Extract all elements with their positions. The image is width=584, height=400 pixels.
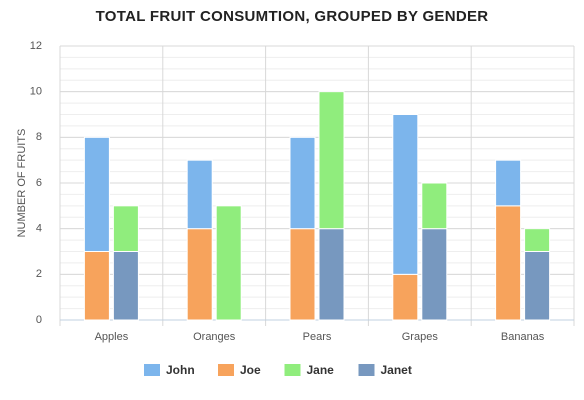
bar [186,228,213,321]
bar [83,251,110,321]
bar [524,228,551,253]
y-tick-label: 4 [36,223,42,235]
y-tick-label: 6 [36,177,42,189]
bar [215,205,242,321]
x-tick-label: Oranges [193,331,236,343]
x-tick-label: Bananas [501,331,545,343]
y-tick-label: 12 [30,40,42,52]
bar [421,228,448,321]
bar [318,91,345,230]
x-tick-label: Grapes [402,331,439,343]
legend-swatch[interactable] [218,364,234,376]
x-tick-label: Apples [95,331,129,343]
y-axis-label: NUMBER OF FRUITS [16,129,28,238]
legend-swatch[interactable] [284,364,301,376]
bar [421,182,448,230]
chart-title: TOTAL FRUIT CONSUMTION, GROUPED BY GENDE… [96,8,489,25]
bar [495,205,522,321]
legend-text[interactable]: Joe [240,363,261,377]
bar [495,159,522,207]
legend-swatch[interactable] [144,364,160,376]
bar [524,251,551,321]
y-tick-label: 2 [36,268,42,280]
legend-text[interactable]: Jane [307,363,335,377]
y-tick-label: 10 [30,86,42,98]
legend-text[interactable]: John [166,363,195,377]
bar [186,159,213,230]
bar [318,228,345,321]
legend-swatch[interactable] [358,364,375,376]
y-tick-label: 0 [36,314,42,326]
bar [83,136,110,252]
y-tick-label: 8 [36,131,42,143]
x-tick-label: Pears [303,331,332,343]
bar [392,273,419,321]
bar [392,114,419,275]
bar [112,205,139,252]
bar [289,228,316,321]
legend-text[interactable]: Janet [381,363,412,377]
bar [112,251,139,321]
bar [289,136,316,230]
